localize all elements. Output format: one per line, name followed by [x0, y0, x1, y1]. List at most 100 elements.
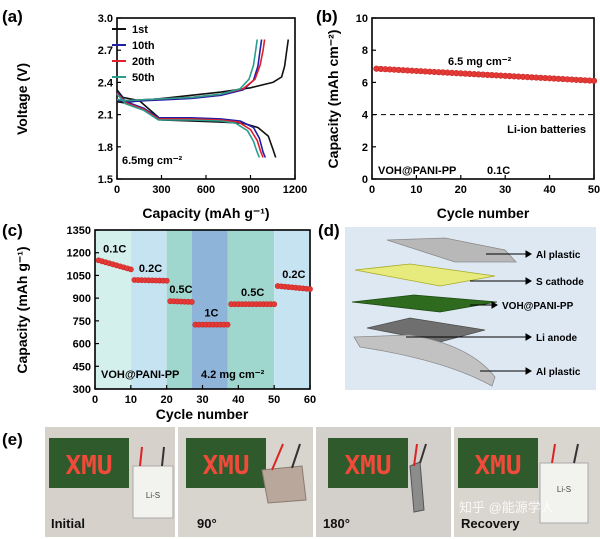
photo-initial: XMU Li-S Initial [45, 427, 175, 537]
y-tick-label: 1200 [67, 248, 91, 260]
x-tick-label: 0 [369, 184, 375, 196]
pouch-cell-folded-180 [409, 461, 425, 513]
led-board [49, 438, 129, 488]
photo-caption-180: 180° [323, 516, 350, 531]
panel-c-ylabel: Capacity (mAh g⁻¹) [14, 246, 30, 373]
red-wire [551, 443, 556, 464]
curve-20th-discharge [116, 92, 264, 158]
rate-band-0.2C [274, 230, 310, 389]
panel-a-curves [116, 39, 290, 158]
rate-point [188, 299, 195, 305]
legend-label-50th: 50th [132, 72, 155, 84]
pouch-label: Li-S [557, 485, 571, 494]
y-tick-label: 450 [73, 361, 91, 373]
black-wire [419, 443, 427, 464]
rate-point [271, 301, 278, 308]
panel-b-ticks: 0 10 20 30 40 50 0 2 4 6 8 10 [356, 13, 600, 196]
capacity-point [590, 77, 598, 84]
x-tick-label: 50 [268, 394, 280, 406]
panel-c-loading: 4.2 mg cm⁻² [201, 369, 265, 381]
x-tick-label: 40 [232, 394, 244, 406]
legend-label-10th: 10th [132, 40, 155, 52]
panel-c-rate-labels: 0.1C 0.2C 0.5C 1C 0.5C 0.2C [103, 243, 305, 319]
rate-point [307, 286, 313, 292]
pouch-cell [539, 462, 589, 524]
led-board [186, 438, 266, 488]
rate-band-0.1C [95, 230, 131, 389]
pouch-cell [132, 465, 174, 519]
rate-point [127, 266, 134, 273]
led-text: XMU [66, 451, 113, 481]
red-wire [139, 446, 143, 467]
pouch-cell-bent-90 [261, 465, 307, 504]
rate-point [163, 277, 170, 284]
x-tick-label: 50 [588, 184, 600, 196]
rate-band-0.5C [166, 230, 192, 389]
panel-a: (a) 0 300 600 900 1200 1.5 1.8 2.1 2.4 2.7 3.0 Cap… [2, 7, 307, 221]
y-tick-label: 2.7 [98, 45, 113, 57]
rate-band-1C [191, 230, 228, 389]
separator-layer [351, 294, 498, 313]
red-wire [413, 443, 418, 467]
x-tick-label: 60 [304, 394, 316, 406]
y-tick-label: 600 [73, 339, 91, 351]
rate-label: 0.5C [241, 287, 264, 299]
led-text: XMU [203, 451, 250, 481]
y-tick-label: 1.5 [98, 174, 113, 186]
arrow-5-head [525, 367, 532, 375]
y-tick-label: 2 [362, 142, 368, 154]
arrow-2-head [525, 277, 532, 285]
y-tick-label: 300 [73, 384, 91, 396]
panel-b-plot-frame [371, 17, 595, 180]
y-tick-label: 1.8 [98, 142, 113, 154]
arrow-3-head [491, 301, 498, 309]
photo-caption-recovery: Recovery [461, 516, 520, 531]
y-tick-label: 3.0 [98, 13, 113, 25]
layer-label-s-cathode: S cathode [536, 277, 584, 288]
black-wire [161, 446, 165, 467]
curve-50th-charge [116, 39, 258, 102]
layer-label-al-plastic-top: Al plastic [536, 250, 581, 261]
curve-50th-discharge [116, 93, 261, 158]
panel-a-annotation: 6.5mg cm⁻² [122, 155, 183, 167]
li-ion-label: Li-ion batteries [507, 124, 586, 136]
curve-10th-discharge [116, 91, 267, 158]
x-tick-label: 30 [196, 394, 208, 406]
x-tick-label: 0 [92, 394, 98, 406]
rate-label: 0.1C [103, 243, 126, 255]
panel-a-xlabel: Capacity (mAh g⁻¹) [142, 205, 269, 221]
photo-180: XMU 180° [316, 427, 451, 537]
panel-b-label: (b) [316, 7, 338, 26]
y-tick-label: 2.1 [98, 110, 113, 122]
y-tick-label: 10 [356, 13, 368, 25]
rate-label: 1C [204, 308, 218, 320]
x-tick-label: 30 [499, 184, 511, 196]
photo-recovery: XMU Li-S Recovery 知乎 @能源学人 [454, 427, 600, 537]
black-wire [573, 443, 579, 464]
panel-c: (c) 0 10 20 30 40 50 60 300 450 600 750 900 1050 1200… [2, 221, 316, 422]
rate-band-0.2C [130, 230, 167, 389]
y-tick-label: 1050 [67, 270, 91, 282]
legend-label-1st: 1st [132, 24, 148, 36]
curve-10th-charge [116, 39, 263, 103]
panel-b-material: VOH@PANI-PP [378, 165, 456, 177]
rate-label: 0.2C [282, 269, 305, 281]
panel-b-rate: 0.1C [487, 165, 510, 177]
y-tick-label: 6 [362, 77, 368, 89]
panel-d-label: (d) [318, 221, 340, 240]
panel-e: (e) XMU Li-S Initial XMU 90° XMU [2, 427, 600, 537]
legend-label-20th: 20th [132, 56, 155, 68]
photo-caption-90: 90° [197, 516, 217, 531]
panel-c-points [95, 257, 313, 328]
layer-label-li-anode: Li anode [536, 333, 578, 344]
led-board [328, 438, 408, 488]
panel-a-label: (a) [2, 7, 23, 26]
y-tick-label: 4 [362, 110, 369, 122]
y-tick-label: 750 [73, 316, 91, 328]
x-tick-label: 900 [241, 184, 259, 196]
x-tick-label: 10 [410, 184, 422, 196]
panel-b-xlabel: Cycle number [437, 205, 530, 221]
panel-b-ylabel: Capacity (mAh cm⁻²) [325, 30, 341, 169]
rate-band-0.5C [227, 230, 275, 389]
